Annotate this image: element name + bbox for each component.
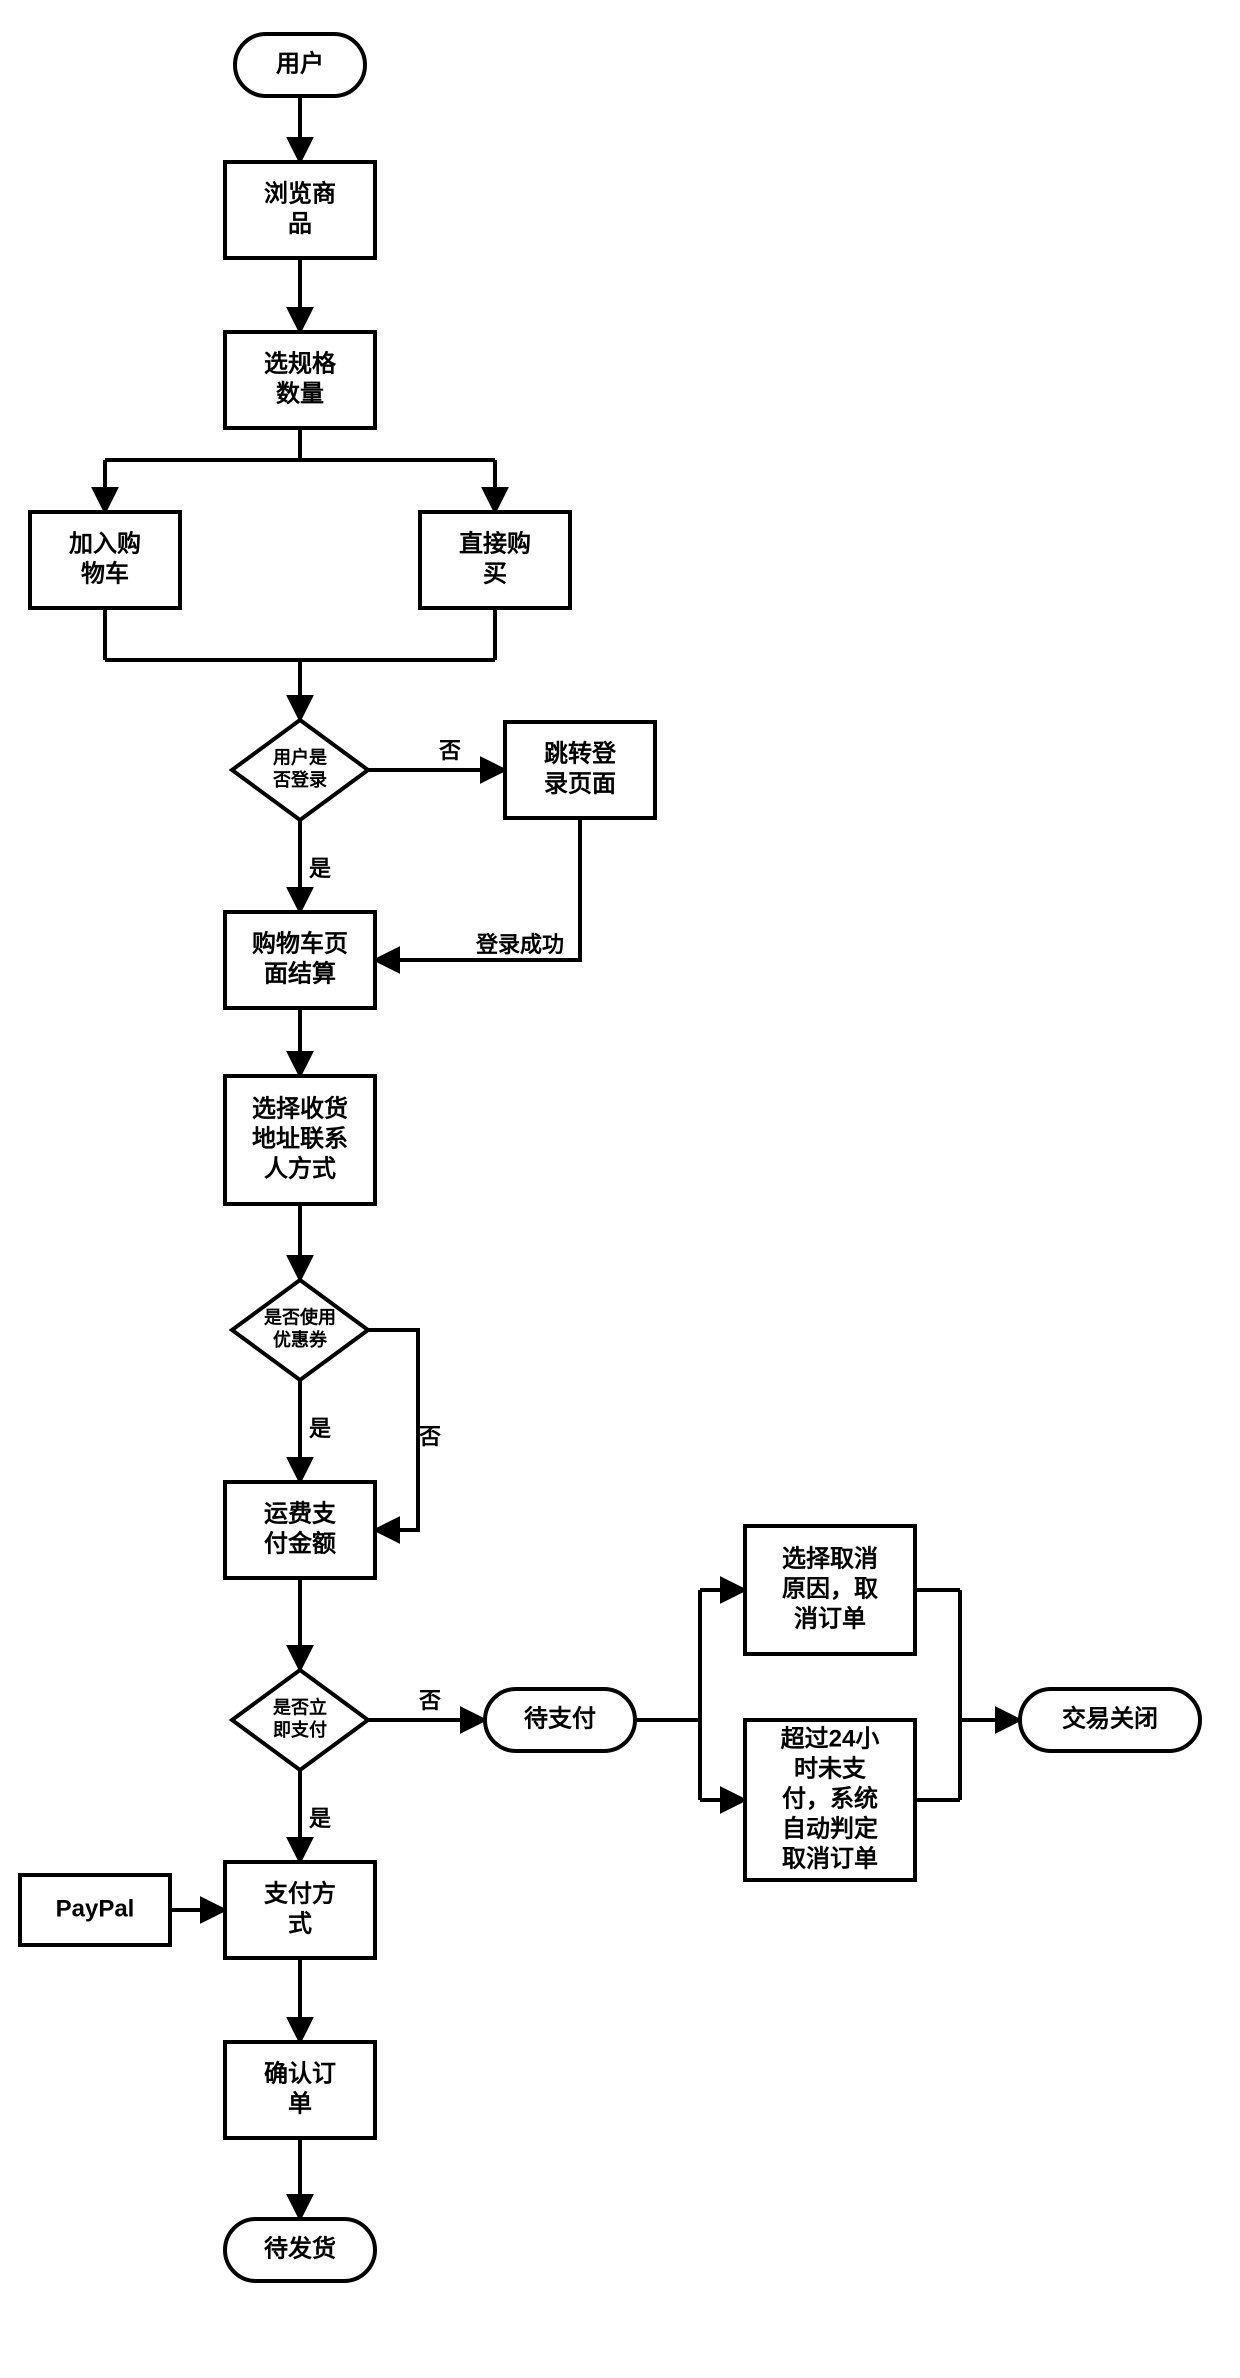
node-jumpLogin: 跳转登录页面 bbox=[505, 722, 655, 818]
node-payMethod: 支付方式 bbox=[225, 1862, 375, 1958]
node-label: 跳转登 bbox=[544, 739, 617, 767]
node-label: 人方式 bbox=[264, 1154, 336, 1182]
node-label: 优惠券 bbox=[273, 1329, 328, 1350]
node-label: 是否使用 bbox=[263, 1308, 336, 1328]
node-cart: 加入购物车 bbox=[30, 512, 180, 608]
svg-text:否: 否 bbox=[418, 1424, 441, 1449]
node-cancelReason: 选择取消原因，取消订单 bbox=[745, 1526, 915, 1654]
node-label: 数量 bbox=[276, 380, 324, 407]
node-timeout: 超过24小时未支付，系统自动判定取消订单 bbox=[745, 1720, 915, 1880]
node-label: 支付方 bbox=[264, 1879, 336, 1907]
node-direct: 直接购买 bbox=[420, 512, 570, 608]
node-pendingPay: 待支付 bbox=[485, 1689, 635, 1751]
node-label: PayPal bbox=[56, 1895, 135, 1922]
node-label: 原因，取 bbox=[782, 1575, 878, 1602]
node-shipping: 运费支付金额 bbox=[225, 1482, 375, 1578]
svg-text:否: 否 bbox=[418, 1688, 441, 1713]
node-label: 直接购 bbox=[459, 530, 531, 557]
node-payNowQ: 是否立即支付 bbox=[232, 1670, 368, 1770]
node-label: 单 bbox=[288, 2090, 312, 2117]
node-pendingShip: 待发货 bbox=[225, 2219, 375, 2281]
svg-text:登录成功: 登录成功 bbox=[475, 932, 564, 957]
svg-text:是: 是 bbox=[309, 1416, 331, 1441]
node-label: 待发货 bbox=[264, 2234, 336, 2262]
node-label: 选规格 bbox=[264, 350, 337, 377]
node-label: 浏览商 bbox=[264, 179, 336, 207]
node-label: 是否立 bbox=[272, 1697, 327, 1718]
node-label: 选择取消 bbox=[782, 1545, 878, 1572]
node-loginQ: 用户是否登录 bbox=[232, 720, 368, 820]
node-label: 付，系统 bbox=[782, 1784, 878, 1812]
node-label: 选择收货 bbox=[252, 1094, 348, 1122]
node-label: 自动判定 bbox=[782, 1814, 878, 1842]
node-label: 面结算 bbox=[264, 959, 336, 987]
node-label: 加入购 bbox=[69, 530, 141, 557]
node-label: 品 bbox=[288, 210, 312, 237]
node-label: 交易关闭 bbox=[1062, 1704, 1158, 1732]
node-cartPage: 购物车页面结算 bbox=[225, 912, 375, 1008]
node-label: 待支付 bbox=[524, 1705, 596, 1732]
node-spec: 选规格数量 bbox=[225, 332, 375, 428]
node-label: 运费支 bbox=[264, 1500, 337, 1527]
node-confirm: 确认订单 bbox=[225, 2042, 375, 2138]
node-couponQ: 是否使用优惠券 bbox=[232, 1280, 368, 1380]
node-label: 录页面 bbox=[544, 770, 616, 797]
node-label: 地址联系 bbox=[252, 1125, 348, 1152]
node-user: 用户 bbox=[235, 34, 365, 96]
svg-text:是: 是 bbox=[309, 1806, 331, 1831]
node-label: 消订单 bbox=[794, 1605, 866, 1632]
node-paypal: PayPal bbox=[20, 1875, 170, 1945]
node-label: 式 bbox=[288, 1910, 312, 1937]
node-label: 否登录 bbox=[272, 769, 327, 790]
node-label: 物车 bbox=[81, 559, 129, 587]
node-label: 付金额 bbox=[264, 1529, 336, 1557]
node-browse: 浏览商品 bbox=[225, 162, 375, 258]
node-label: 用户 bbox=[276, 49, 324, 77]
node-label: 即支付 bbox=[273, 1719, 327, 1740]
node-address: 选择收货地址联系人方式 bbox=[225, 1076, 375, 1204]
svg-text:是: 是 bbox=[309, 856, 331, 881]
node-label: 时未支 bbox=[794, 1755, 867, 1782]
svg-text:否: 否 bbox=[438, 738, 461, 763]
node-label: 买 bbox=[483, 560, 507, 587]
node-label: 购物车页 bbox=[252, 929, 348, 957]
node-closed: 交易关闭 bbox=[1020, 1689, 1200, 1751]
node-label: 取消订单 bbox=[782, 1845, 878, 1872]
node-label: 用户是 bbox=[273, 747, 327, 768]
node-label: 确认订 bbox=[264, 2060, 336, 2087]
node-label: 超过24小 bbox=[781, 1725, 880, 1752]
